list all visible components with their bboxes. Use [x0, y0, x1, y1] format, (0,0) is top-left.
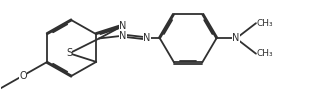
Text: N: N: [143, 33, 151, 43]
Text: O: O: [19, 71, 27, 81]
Text: N: N: [232, 33, 240, 43]
Text: CH₃: CH₃: [257, 19, 274, 28]
Text: CH₃: CH₃: [257, 49, 274, 58]
Text: S: S: [66, 48, 72, 58]
Text: N: N: [119, 21, 127, 31]
Text: N: N: [119, 31, 127, 41]
